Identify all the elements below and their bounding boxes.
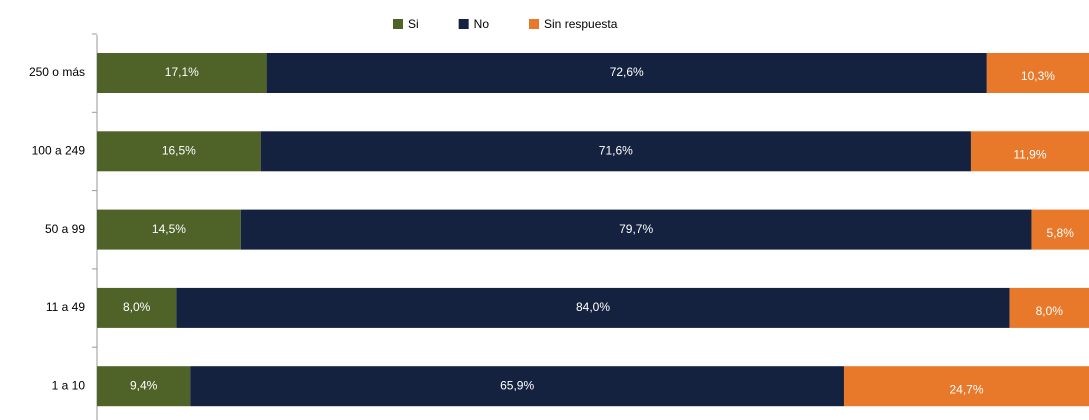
legend-label: Si [408,17,419,31]
data-label: 11,9% [1013,147,1046,161]
data-label: 79,7% [619,222,653,236]
y-tick-label: 11 a 49 [46,300,85,314]
bar-segment [1031,209,1089,250]
bar-segment [97,53,267,93]
legend-swatch [529,19,540,29]
bar-segment [843,366,1089,407]
data-label: 16,5% [162,143,196,157]
bar-segment [970,131,1089,172]
bar-segment [240,209,1032,250]
data-label: 9,4% [130,378,158,392]
bar-segment [1009,287,1089,328]
data-label: 8,0% [123,300,151,314]
legend-label: No [474,17,490,31]
data-label: 84,0% [576,300,610,314]
y-tick-label: 50 a 99 [45,222,85,236]
data-label: 10,3% [1021,69,1055,83]
data-label: 17,1% [165,65,199,79]
bar-segment [986,53,1089,93]
bar-segment [97,366,191,407]
bar-segment [176,287,1010,328]
bar-segment [190,366,844,407]
data-label: 65,9% [500,378,534,392]
bar-segment [97,131,261,172]
bar-segment [266,53,987,93]
data-label: 72,6% [610,65,644,79]
data-label: 14,5% [152,222,186,236]
data-label: 5,8% [1047,226,1075,240]
bar-segment [97,209,241,250]
y-tick-label: 100 a 249 [32,143,86,157]
legend-label: Sin respuesta [544,17,618,31]
y-tick-label: 250 o más [29,65,85,79]
data-label: 71,6% [599,143,633,157]
legend-swatch [393,19,403,29]
data-label: 24,7% [949,382,983,396]
bar-segment [260,131,971,172]
data-label: 8,0% [1036,304,1064,318]
bar-segment [97,287,177,328]
y-tick-label: 1 a 10 [52,378,86,392]
legend-swatch [458,19,469,29]
